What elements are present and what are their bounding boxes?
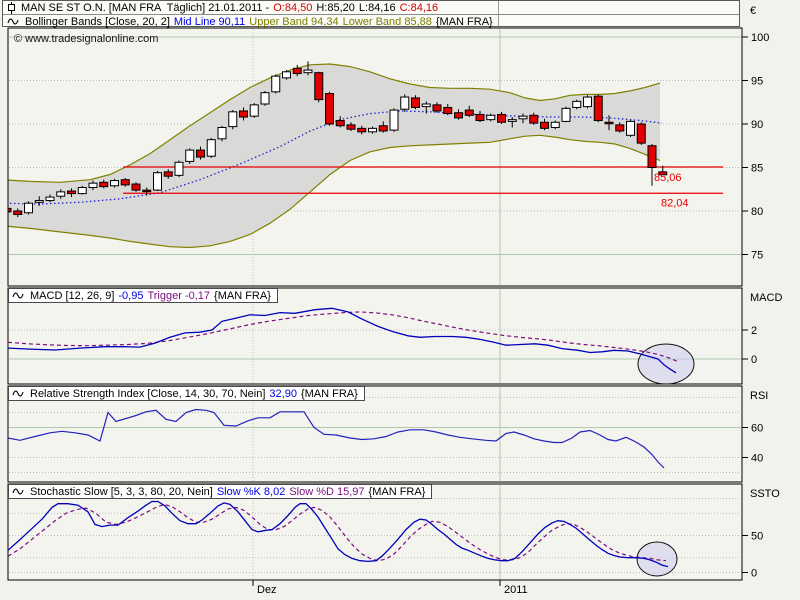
axis-label: 90 xyxy=(751,119,763,131)
axis-label: SSTO xyxy=(750,488,780,500)
macd-legend[interactable]: MACD [12, 26, 9] -0,95 Trigger -0,17 {MA… xyxy=(8,288,278,303)
axis-label: 95 xyxy=(751,76,763,88)
price-plot[interactable] xyxy=(2,61,723,249)
chart-title: MAN SE ST O.N. [MAN FRA Täglich] 21.01.2… xyxy=(21,1,270,14)
bollinger-mid-value: Mid Line 90,11 xyxy=(173,15,246,28)
stochastic-symbol-suffix: {MAN FRA} xyxy=(368,485,426,498)
stochastic-cross-highlight xyxy=(636,541,678,577)
axis-label: MACD xyxy=(750,292,782,304)
macd-trigger-value: Trigger -0,17 xyxy=(147,289,211,302)
axis-label: RSI xyxy=(750,390,768,402)
rsi-name: Relative Strength Index [Close, 14, 30, … xyxy=(30,387,266,400)
rsi-symbol-suffix: {MAN FRA} xyxy=(300,387,358,400)
axis-label: 82,04 xyxy=(661,197,689,209)
wave-icon xyxy=(7,17,20,26)
macd-symbol-suffix: {MAN FRA} xyxy=(214,289,271,302)
axis-label: 40 xyxy=(751,453,763,465)
rsi-legend[interactable]: Relative Strength Index [Close, 14, 30, … xyxy=(8,386,365,401)
header-divider xyxy=(3,14,739,15)
bollinger-band-fill xyxy=(8,64,660,248)
macd-name: MACD [12, 26, 9] xyxy=(30,289,115,302)
rsi-panel[interactable] xyxy=(7,385,743,483)
axis-label: 0 xyxy=(751,354,757,366)
bollinger-lower-line xyxy=(8,134,661,249)
stochastic-name: Stochastic Slow [5, 3, 3, 80, 20, Nein] xyxy=(30,485,213,498)
rsi-value: 32,90 xyxy=(269,387,297,400)
watermark: © www.tradesignalonline.com xyxy=(14,33,159,45)
axis-label: 2 xyxy=(751,325,757,337)
title-row[interactable]: MAN SE ST O.N. [MAN FRA Täglich] 21.01.2… xyxy=(3,1,739,14)
macd-line xyxy=(7,307,677,374)
wave-icon xyxy=(12,487,25,496)
open-value: O:84,50 xyxy=(273,1,313,14)
header-vertical-divider xyxy=(498,1,499,26)
macd-cross-highlight xyxy=(637,343,695,385)
axis-label: € xyxy=(750,5,756,17)
bollinger-name: Bollinger Bands [Close, 20, 2] xyxy=(25,15,170,28)
bollinger-lower-value: Lower Band 85,88 xyxy=(342,15,432,28)
low-value: L:84,16 xyxy=(358,1,396,14)
bollinger-legend-row[interactable]: Bollinger Bands [Close, 20, 2] Mid Line … xyxy=(3,15,739,28)
bollinger-upper-line xyxy=(8,63,661,183)
main-panel[interactable] xyxy=(7,27,743,287)
axis-label: 85 xyxy=(751,163,763,175)
axis-label: 0 xyxy=(751,568,757,580)
rsi-line xyxy=(7,408,665,469)
wave-icon xyxy=(12,389,25,398)
axis-label: 85,06 xyxy=(654,172,682,184)
stochastic-k-line xyxy=(7,500,669,568)
chart-header: MAN SE ST O.N. [MAN FRA Täglich] 21.01.2… xyxy=(2,0,740,28)
axis-label: 75 xyxy=(751,250,763,262)
high-value: H:85,20 xyxy=(316,1,355,14)
candles xyxy=(8,61,668,218)
stochastic-d-line xyxy=(7,503,667,562)
stochastic-k-value: Slow %K 8,02 xyxy=(216,485,286,498)
wave-icon xyxy=(12,291,25,300)
axis-label: 50 xyxy=(751,531,763,543)
axis-label: 80 xyxy=(751,206,763,218)
candlestick-icon xyxy=(7,1,16,14)
macd-trigger-line xyxy=(7,311,679,363)
stochastic-legend[interactable]: Stochastic Slow [5, 3, 3, 80, 20, Nein] … xyxy=(8,484,433,499)
macd-panel[interactable] xyxy=(7,287,743,385)
macd-value: -0,95 xyxy=(118,289,144,302)
axis-label: Dez xyxy=(257,584,277,596)
bollinger-symbol-suffix: {MAN FRA} xyxy=(435,15,493,28)
stochastic-d-value: Slow %D 15,97 xyxy=(289,485,365,498)
close-value: C:84,16 xyxy=(399,1,439,14)
axis-label: 2011 xyxy=(504,584,528,596)
bollinger-upper-value: Upper Band 94,34 xyxy=(249,15,339,28)
ssto-panel[interactable] xyxy=(7,483,743,581)
axis-label: 100 xyxy=(751,32,769,44)
axis-label: 60 xyxy=(751,423,763,435)
